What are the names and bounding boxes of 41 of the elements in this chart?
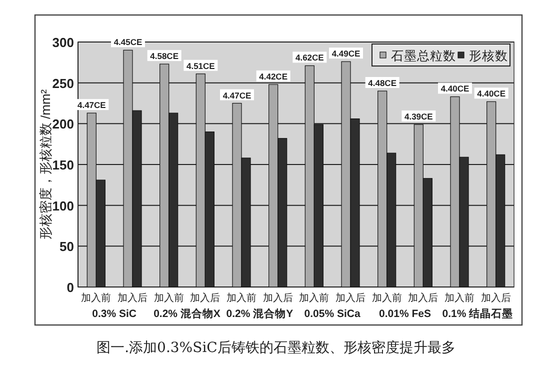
y-tick-label: 150 [52, 158, 74, 172]
x-tick-label: 加入前 [444, 292, 474, 304]
x-tick-label: 加入前 [226, 292, 256, 304]
text: 图一.添加0.3%SiC后铸铁的石墨粒数、形核密度提升最多 [96, 340, 456, 356]
annotation: 4.40CE [477, 88, 506, 99]
text: 0.1% 结晶石墨 [442, 307, 514, 320]
x-tick-label: 加入前 [299, 292, 330, 304]
x-tick-label: 加入前 [154, 292, 184, 304]
legend-label: 石墨总粒数 [391, 49, 456, 63]
x-tick-label: 加入后 [480, 292, 511, 304]
annotation: 4.42CE [259, 71, 288, 82]
annotation: 4.58CE [150, 51, 179, 62]
annotation: 4.48CE [368, 78, 397, 88]
annotation: 4.40CE [440, 84, 470, 94]
y-tick-label: 50 [60, 239, 74, 254]
y-tick-label: 300 [52, 35, 74, 50]
text: 0.3% SiC [92, 308, 137, 320]
y-tick-label: 200 [52, 116, 74, 132]
x-tick-label: 加入后 [408, 292, 438, 304]
x-tick-label: 加入前 [81, 292, 112, 304]
annotation: 4.51CE [186, 60, 216, 71]
text: 0.2% 混合物X [154, 307, 220, 320]
x-tick-label: 加入后 [118, 292, 148, 304]
annotation: 4.47CE [222, 90, 252, 100]
legend-label: 形核数 [469, 49, 508, 63]
y-tick-label: 0 [66, 280, 74, 295]
text: 0.2% 混合物Y [226, 307, 294, 320]
text: 0.05% SiCa [304, 308, 361, 320]
annotation: 4.45CE [114, 37, 142, 48]
x-tick-label: 加入前 [372, 292, 402, 304]
y-tick-label: 100 [52, 198, 74, 214]
x-tick-label: 加入后 [336, 292, 366, 304]
annotation: 4.47CE [77, 100, 106, 110]
y-axis-title: 形核密度，形核粒数 /mm² [38, 88, 53, 240]
text: 0.01% FeS [379, 308, 431, 320]
annotation: 4.62CE [295, 52, 324, 63]
x-tick-label: 加入后 [190, 292, 220, 304]
y-tick-label: 250 [52, 76, 74, 91]
annotation: 4.39CE [404, 111, 434, 122]
annotation: 4.49CE [332, 48, 360, 59]
x-tick-label: 加入后 [262, 292, 293, 304]
